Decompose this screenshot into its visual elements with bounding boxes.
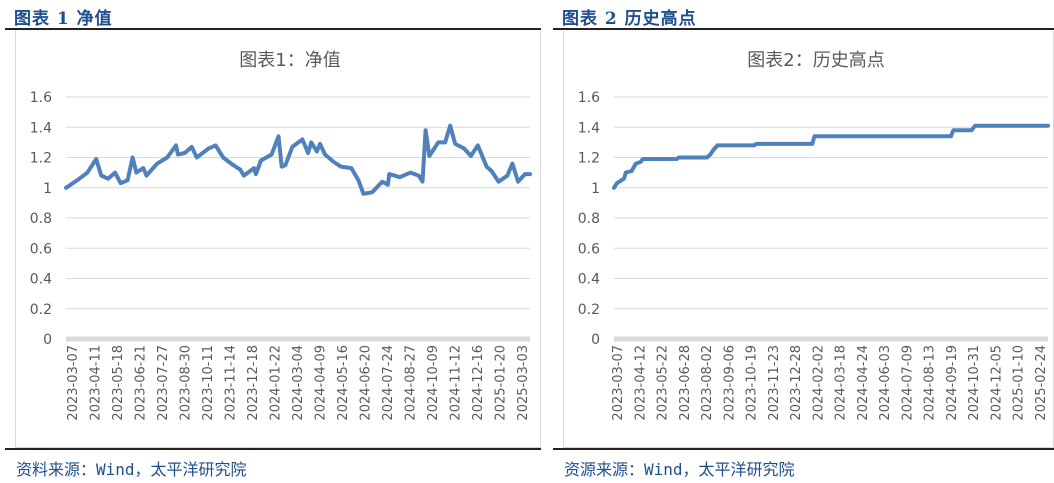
x-tick-label: 2024-08-27 (404, 345, 419, 421)
header-rule (5, 28, 541, 30)
x-tick-label: 2023-12-18 (246, 345, 261, 421)
x-tick-label: 2023-11-14 (224, 345, 239, 421)
chart-title: 图表1：净值 (239, 50, 340, 71)
x-tick-label: 2023-04-12 (633, 345, 648, 421)
footer-rule (553, 448, 1054, 450)
chart-high: 图表2：历史高点 0 0.2 0.4 0.6 0.8 1 1.2 1.4 1.6 2023-03-0… (578, 50, 1050, 421)
y-tick-label: 0.8 (30, 211, 52, 227)
y-tick-label: 0.8 (578, 211, 600, 227)
figure-header: 图表 1 净值 (14, 9, 113, 29)
y-tick-label: 1.4 (30, 120, 52, 136)
x-tick-label: 2023-03-07 (66, 345, 81, 421)
x-tick-label: 2024-10-09 (426, 345, 441, 421)
y-tick-label: 0 (43, 332, 52, 348)
source-note: 资源来源：Wind，太平洋研究院 (564, 460, 795, 479)
y-tick-label: 0.6 (30, 241, 52, 257)
x-tick-label: 2023-06-28 (678, 345, 693, 421)
series-line (612, 123, 1050, 190)
x-tick-label: 2023-08-02 (700, 345, 715, 421)
x-tick-label: 2023-06-21 (134, 345, 149, 421)
x-tick-label: 2023-09-06 (722, 345, 737, 421)
x-tick-label: 2025-01-10 (1012, 345, 1027, 421)
x-tick-label: 2024-04-09 (314, 345, 329, 421)
y-tick-label: 1.6 (578, 90, 600, 106)
x-tick-label: 2023-12-28 (789, 345, 804, 421)
x-tick-label: 2024-06-03 (878, 345, 893, 421)
y-tick-label: 1.4 (578, 120, 600, 136)
x-tick-label: 2025-03-03 (516, 345, 531, 421)
x-tick-label: 2023-08-30 (179, 345, 194, 421)
x-tick-label: 2023-10-19 (745, 345, 760, 421)
series-line (64, 123, 532, 196)
y-tick-label: 1.6 (30, 90, 52, 106)
x-tick-label: 2024-03-18 (834, 345, 849, 421)
x-tick-label: 2023-11-23 (767, 345, 782, 421)
y-tick-label: 1.2 (578, 151, 600, 167)
y-tick-label: 0.2 (578, 302, 600, 318)
chart-frame (15, 31, 541, 448)
y-tick-label: 1 (43, 181, 52, 197)
footer-rule (5, 448, 541, 450)
source-note: 资料来源：Wind，太平洋研究院 (16, 460, 247, 479)
header-rule (553, 28, 1054, 30)
x-tick-label: 2024-07-09 (900, 345, 915, 421)
x-tick-label: 2024-07-24 (381, 345, 396, 421)
chart-title: 图表2：历史高点 (747, 50, 884, 71)
x-tick-label: 2023-05-22 (656, 345, 671, 421)
y-tick-label: 0.6 (578, 241, 600, 257)
x-tick-label: 2024-11-12 (449, 345, 464, 421)
y-tick-label: 0 (591, 332, 600, 348)
chart-nav: 图表1：净值 0 0.2 0.4 0.6 0.8 1 1.2 1.4 1.6 2023-03-07 2… (30, 50, 532, 421)
x-tick-label: 2024-08-13 (923, 345, 938, 421)
chart-frame (563, 31, 1054, 448)
x-tick-label: 2023-04-11 (89, 345, 104, 421)
panel-high: 图表 2 历史高点 图表2：历史高点 0 0.2 0.4 0.6 0.8 1 1.2 1.4 1.… (548, 0, 1054, 483)
x-tick-label: 2023-03-07 (611, 345, 626, 421)
x-tick-label: 2023-07-27 (156, 345, 171, 421)
x-tick-label: 2024-06-20 (359, 345, 374, 421)
x-tick-label: 2024-01-22 (269, 345, 284, 421)
x-tick-label: 2024-03-04 (291, 345, 306, 421)
x-tick-label: 2024-04-24 (856, 345, 871, 421)
x-tick-label: 2024-02-02 (811, 345, 826, 421)
x-tick-label: 2025-02-24 (1034, 345, 1049, 421)
y-tick-label: 0.2 (30, 302, 52, 318)
figure-header: 图表 2 历史高点 (562, 9, 697, 29)
x-tick-label: 2024-09-19 (945, 345, 960, 421)
y-tick-label: 0.4 (30, 272, 52, 288)
x-tick-label: 2023-05-18 (111, 345, 126, 421)
x-tick-label: 2025-01-20 (494, 345, 509, 421)
y-tick-label: 1.2 (30, 151, 52, 167)
x-tick-label: 2024-10-31 (967, 345, 982, 421)
x-tick-label: 2024-12-16 (471, 345, 486, 421)
x-tick-label: 2023-10-11 (201, 345, 216, 421)
y-tick-label: 0.4 (578, 272, 600, 288)
y-tick-label: 1 (591, 181, 600, 197)
x-tick-label: 2024-12-05 (989, 345, 1004, 421)
panel-nav: 图表 1 净值 图表1：净值 0 0.2 0.4 0.6 0.8 1 1.2 1.4 1.6 202… (5, 9, 541, 479)
x-tick-label: 2024-05-16 (336, 345, 351, 421)
